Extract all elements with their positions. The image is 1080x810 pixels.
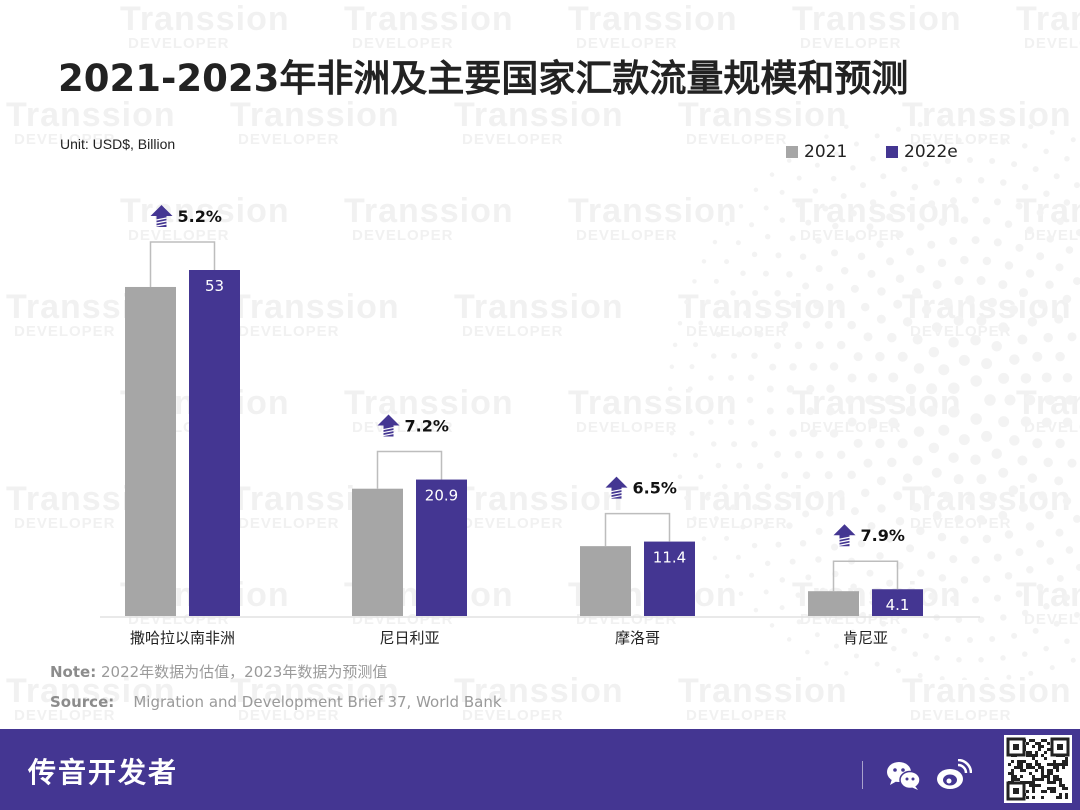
qr-code [1004, 735, 1072, 803]
growth-label: 7.2% [405, 417, 449, 436]
bar-value-label: 20.9 [425, 487, 458, 505]
growth-label: 6.5% [633, 479, 677, 498]
growth-bracket [832, 560, 899, 592]
page-title: 2021-2023年非洲及主要国家汇款流量规模和预测 [58, 57, 909, 100]
bar-2021 [580, 546, 631, 616]
legend-item-2021: 2021 [786, 142, 847, 162]
source-label: Source: [50, 693, 115, 711]
bar-2022e [189, 270, 240, 616]
note: Note: 2022年数据为估值，2023年数据为预测值 [50, 661, 387, 682]
up-arrow-icon [150, 205, 173, 227]
growth-label: 5.2% [178, 207, 222, 226]
wechat-icon[interactable] [886, 761, 922, 791]
growth-bracket [149, 241, 216, 287]
legend-label-2021: 2021 [804, 142, 848, 162]
bar-2021 [125, 286, 176, 616]
bar-value-label: 4.1 [886, 596, 910, 614]
source-text: Migration and Development Brief 37, Worl… [133, 693, 502, 711]
legend-item-2022e: 2022e [886, 142, 958, 162]
weibo-icon[interactable] [936, 759, 972, 791]
bar-chart: 53 5.2% 撒哈拉以南非洲 20.9 7.2% 尼日利亚 11.4 6.5% 摩洛哥 4.1 7… [100, 205, 980, 647]
up-arrow-icon [833, 524, 856, 547]
bar-2021 [808, 591, 859, 616]
growth-bracket [604, 512, 671, 547]
bar-2022e [872, 589, 923, 616]
up-arrow-icon [605, 476, 628, 499]
note-text: 2022年数据为估值，2023年数据为预测值 [100, 663, 388, 681]
bar-2021 [352, 488, 403, 616]
category-label: 摩洛哥 [615, 629, 660, 647]
category-label: 尼日利亚 [379, 629, 439, 647]
bar-2022e [416, 479, 467, 616]
legend-label-2022e: 2022e [904, 142, 958, 162]
growth-label: 7.9% [861, 526, 905, 545]
up-arrow-icon [377, 414, 400, 437]
source: Source: Migration and Development Brief … [50, 693, 502, 711]
note-label: Note: [50, 663, 97, 681]
unit-label: Unit: USD$, Billion [60, 136, 176, 152]
footer-brand: 传音开发者 [28, 756, 179, 789]
category-label: 撒哈拉以南非洲 [130, 629, 235, 647]
growth-bracket [376, 450, 443, 489]
footer-divider [862, 761, 863, 789]
bar-value-label: 11.4 [653, 549, 686, 567]
category-label: 肯尼亚 [843, 629, 888, 647]
qr-code-pattern [1006, 737, 1070, 801]
footer-bar: 传音开发者 [0, 729, 1080, 810]
legend-swatch-2022e [886, 146, 898, 158]
bar-2022e [644, 541, 695, 616]
legend-swatch-2021 [786, 146, 798, 158]
bar-value-label: 53 [205, 277, 224, 295]
